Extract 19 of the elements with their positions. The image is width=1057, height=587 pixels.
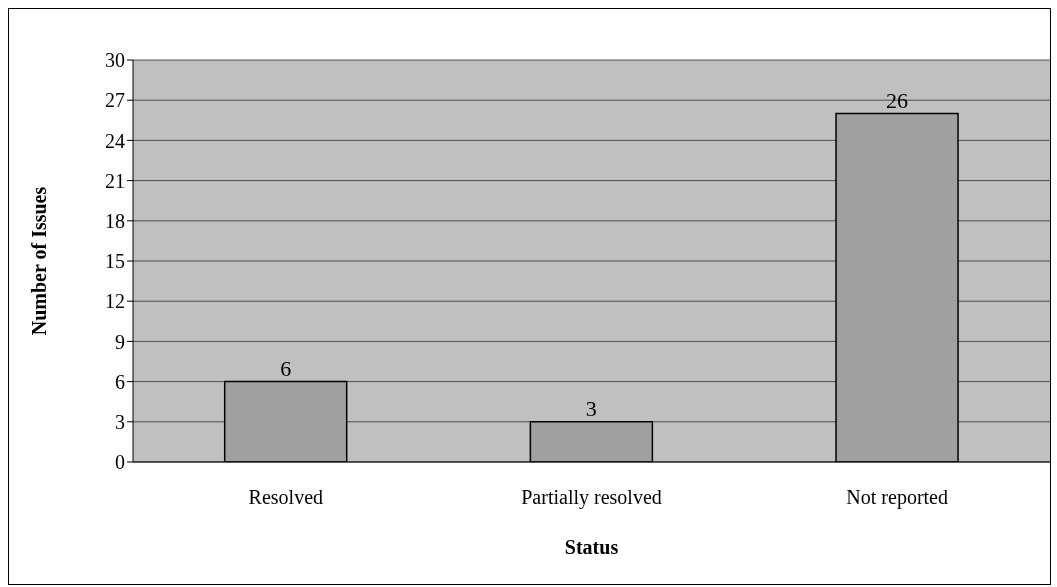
y-tick-label: 30 — [105, 49, 125, 72]
y-tick-label: 12 — [105, 290, 125, 313]
y-tick-label: 27 — [105, 89, 125, 112]
y-tick-label: 6 — [115, 370, 125, 393]
data-label: 26 — [886, 87, 909, 113]
y-tick-label: 18 — [105, 209, 125, 232]
x-tick-label: Partially resolved — [521, 486, 662, 510]
x-tick-label: Not reported — [846, 486, 948, 510]
y-tick-label: 3 — [115, 410, 125, 433]
y-tick-label: 0 — [115, 451, 125, 474]
y-tick-label: 21 — [105, 169, 125, 192]
y-axis-title: Number of Issues — [28, 186, 51, 336]
y-tick-label: 15 — [105, 250, 125, 273]
data-label: 6 — [280, 355, 292, 381]
y-tick-label: 24 — [105, 129, 125, 152]
y-tick-label: 9 — [115, 330, 125, 353]
data-label: 3 — [585, 395, 597, 421]
x-axis-title: Status — [564, 536, 619, 558]
x-tick-label: Resolved — [248, 486, 324, 509]
